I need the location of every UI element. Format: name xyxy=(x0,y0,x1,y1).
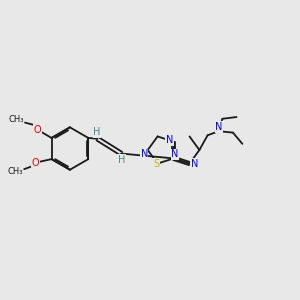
Text: H: H xyxy=(118,155,125,165)
Text: CH₃: CH₃ xyxy=(8,115,24,124)
Text: O: O xyxy=(32,158,39,168)
Text: H: H xyxy=(93,127,101,137)
Text: S: S xyxy=(153,159,159,169)
Text: CH₃: CH₃ xyxy=(7,167,23,176)
Text: N: N xyxy=(140,149,148,159)
Text: N: N xyxy=(215,122,223,132)
Text: N: N xyxy=(190,159,198,169)
Text: O: O xyxy=(34,125,41,135)
Text: N: N xyxy=(166,135,173,146)
Text: N: N xyxy=(171,149,179,159)
